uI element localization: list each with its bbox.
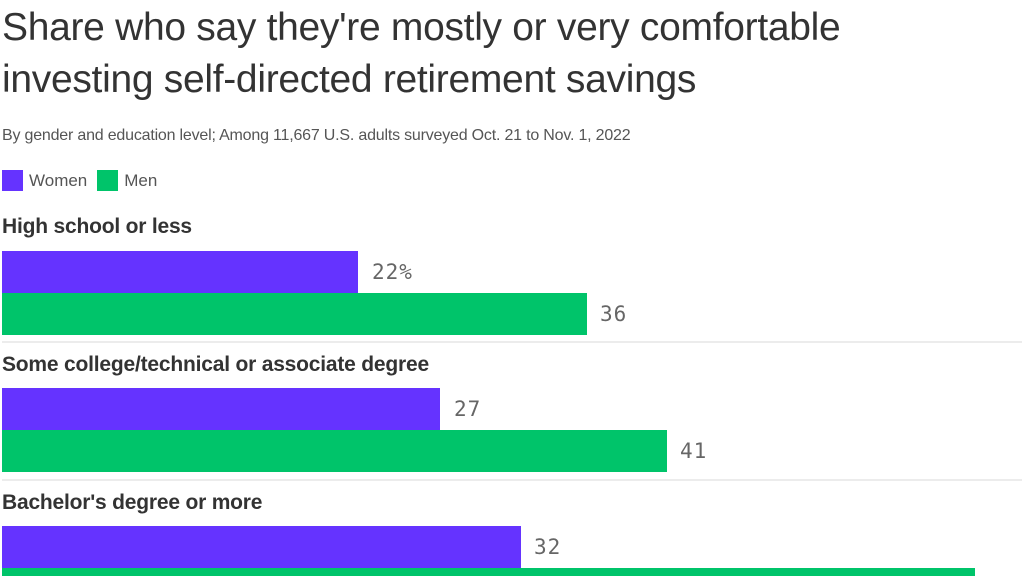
value-women-high-school: 22%: [372, 260, 413, 284]
women-swatch-icon: [2, 170, 23, 191]
value-men-high-school: 36: [600, 302, 628, 326]
legend-item-women: Women: [2, 170, 87, 191]
chart-title-line-1: Share who say they're mostly or very com…: [2, 6, 841, 49]
group-label-bachelors: Bachelor's degree or more: [2, 491, 263, 514]
legend: Women Men: [2, 170, 167, 191]
bar-women-bachelors: [2, 526, 521, 568]
bar-women-high-school: [2, 251, 358, 293]
group-divider: [2, 341, 1022, 343]
bar-men-high-school: [2, 293, 587, 335]
bar-men-some-college: [2, 430, 667, 472]
value-men-some-college: 41: [680, 439, 708, 463]
legend-item-men: Men: [97, 170, 157, 191]
legend-label-women: Women: [29, 170, 88, 190]
bar-women-some-college: [2, 388, 440, 430]
chart-subtitle: By gender and education level; Among 11,…: [2, 127, 631, 144]
group-label-high-school: High school or less: [2, 215, 192, 238]
group-label-some-college: Some college/technical or associate degr…: [2, 353, 429, 376]
chart-title-line-2: investing self-directed retirement savin…: [2, 58, 697, 101]
men-swatch-icon: [97, 170, 119, 191]
bar-men-bachelors: [2, 568, 975, 576]
value-women-bachelors: 32: [534, 535, 562, 559]
group-divider: [2, 479, 1022, 481]
value-women-some-college: 27: [454, 397, 482, 421]
legend-label-men: Men: [124, 170, 158, 190]
chart-title: Share who say they're mostly or very com…: [2, 2, 841, 106]
